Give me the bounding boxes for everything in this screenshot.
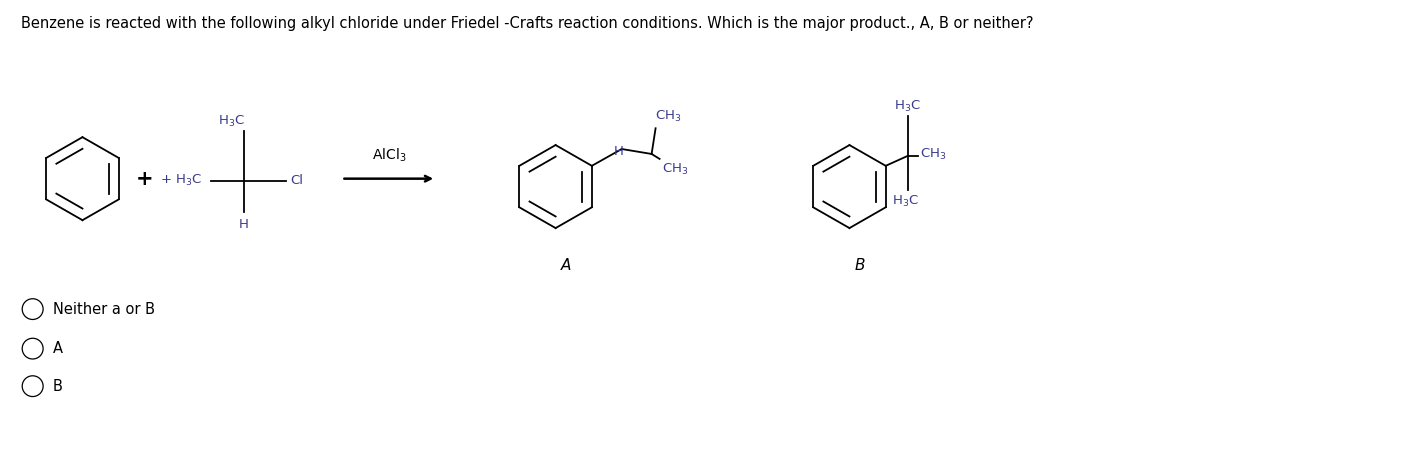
Text: $\mathregular{CH_3}$: $\mathregular{CH_3}$ [920,146,946,161]
Text: +: + [135,168,154,189]
Text: $\mathregular{AlCl_3}$: $\mathregular{AlCl_3}$ [371,146,405,164]
Text: $+\ \mathregular{H_3C}$: $+\ \mathregular{H_3C}$ [161,173,202,188]
Text: A: A [560,258,570,273]
Text: H: H [239,218,249,231]
Text: B: B [53,379,63,394]
Text: $\mathregular{CH_3}$: $\mathregular{CH_3}$ [654,109,681,124]
Text: $\mathregular{H_3C}$: $\mathregular{H_3C}$ [892,193,919,209]
Text: $\mathregular{CH_3}$: $\mathregular{CH_3}$ [661,162,688,177]
Text: A: A [53,341,63,356]
Text: Cl: Cl [290,174,304,187]
Text: B: B [855,258,865,273]
Text: Neither a or B: Neither a or B [53,301,155,316]
Text: H: H [614,146,624,159]
Text: $\mathregular{H_3C}$: $\mathregular{H_3C}$ [219,114,246,129]
Text: Benzene is reacted with the following alkyl chloride under Friedel -Crafts react: Benzene is reacted with the following al… [21,15,1034,30]
Text: $\mathregular{H_3C}$: $\mathregular{H_3C}$ [894,99,921,115]
